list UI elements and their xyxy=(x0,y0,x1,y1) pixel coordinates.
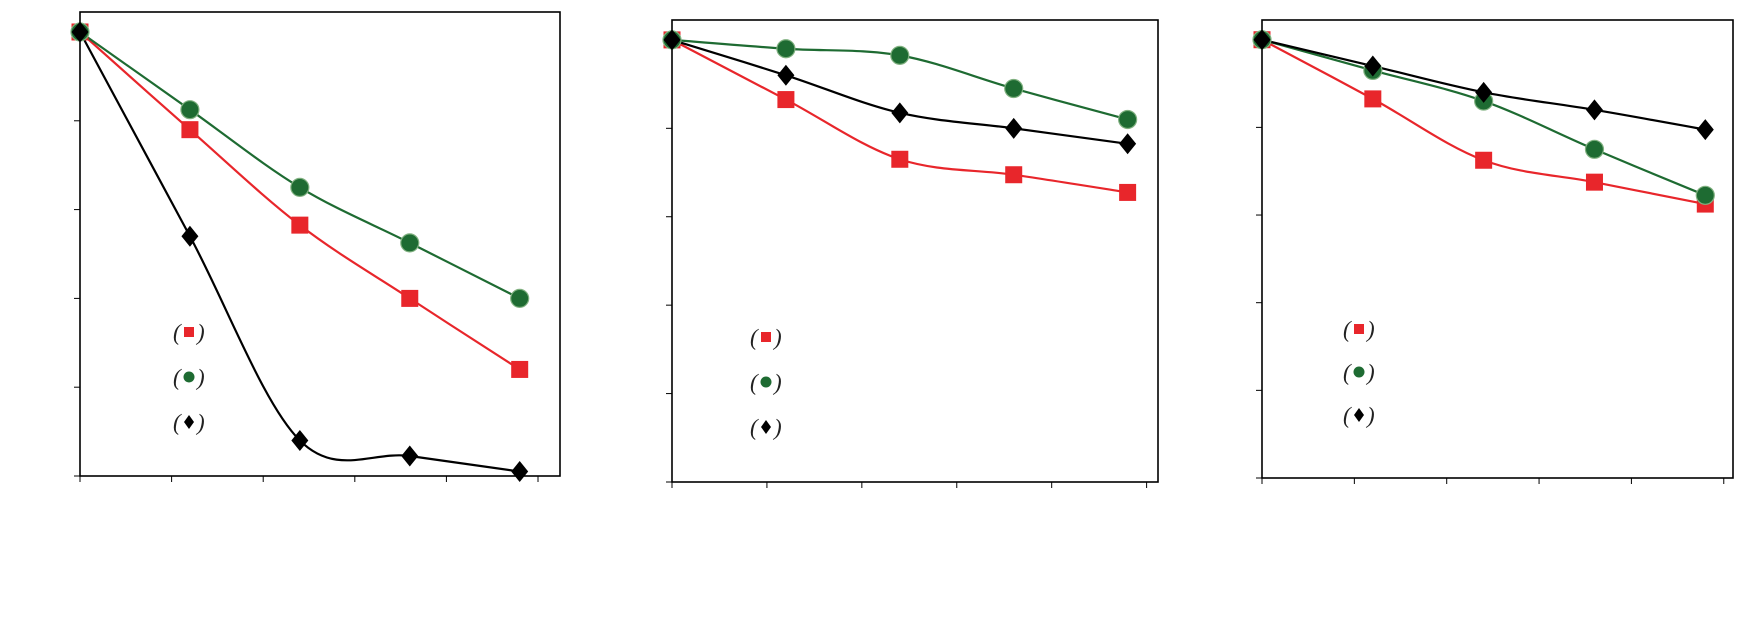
legend-paren-open: ( xyxy=(750,415,759,440)
data-point-atz xyxy=(891,150,909,168)
data-point-bpa xyxy=(1696,119,1714,141)
legend-paren-open: ( xyxy=(173,320,182,345)
legend-paren-close: ) xyxy=(772,415,782,440)
plot-frame xyxy=(671,19,1159,483)
data-point-bpa xyxy=(891,102,909,124)
data-point-bpa xyxy=(401,445,419,467)
legend-entry-atz: () xyxy=(750,325,782,350)
data-point-pct xyxy=(510,288,530,308)
data-point-bpa xyxy=(777,64,795,86)
series-line-atz xyxy=(79,31,521,371)
data-point-bpa xyxy=(181,225,199,247)
data-point-bpa xyxy=(511,461,529,483)
legend-paren-close: ) xyxy=(772,370,782,395)
plot-frame xyxy=(79,11,561,477)
data-point-pct xyxy=(180,100,200,120)
legend-entry-pct: () xyxy=(173,365,205,390)
data-point-atz xyxy=(1585,173,1603,191)
legend-paren-close: ) xyxy=(195,320,205,345)
legend-entry-pct: () xyxy=(1343,360,1375,385)
data-point-bpa xyxy=(1585,99,1603,121)
legend-paren-close: ) xyxy=(1365,403,1375,428)
legend-marker-circle-icon xyxy=(760,376,772,388)
data-point-bpa xyxy=(1475,81,1493,103)
legend-paren-close: ) xyxy=(195,410,205,435)
legend-entry-atz: () xyxy=(1343,317,1375,342)
legend-paren-open: ( xyxy=(1343,360,1352,385)
legend-marker-circle-icon xyxy=(1353,366,1365,378)
data-point-pct xyxy=(776,39,796,59)
legend-entry-bpa: () xyxy=(173,410,205,435)
legend-paren-close: ) xyxy=(1365,317,1375,342)
legend-paren-open: ( xyxy=(750,370,759,395)
legend-marker-diamond-icon xyxy=(761,420,771,434)
legend-marker-square-icon xyxy=(184,327,194,337)
data-point-bpa xyxy=(1364,55,1382,77)
data-point-atz xyxy=(401,289,419,307)
data-point-pct xyxy=(1118,109,1138,130)
data-point-atz xyxy=(1475,151,1493,169)
data-point-atz xyxy=(1364,90,1382,108)
legend-entry-bpa: () xyxy=(1343,403,1375,428)
legend-paren-open: ( xyxy=(173,410,182,435)
legend-paren-close: ) xyxy=(1365,360,1375,385)
data-point-pct xyxy=(290,177,310,197)
legend-paren-close: ) xyxy=(772,325,782,350)
data-point-bpa xyxy=(291,429,309,451)
legend-paren-open: ( xyxy=(1343,403,1352,428)
data-point-bpa xyxy=(1253,29,1271,51)
series-line-pct xyxy=(79,31,521,300)
legend-entry-pct: () xyxy=(750,370,782,395)
data-point-atz xyxy=(181,121,199,139)
plot-frame xyxy=(1261,19,1734,479)
data-point-bpa xyxy=(71,21,89,43)
series-line-bpa xyxy=(79,31,520,473)
legend-marker-diamond-icon xyxy=(1354,408,1364,422)
data-point-pct xyxy=(1584,139,1605,159)
series-line-atz xyxy=(1261,38,1706,206)
legend-marker-square-icon xyxy=(761,332,771,342)
data-point-pct xyxy=(1695,185,1715,205)
legend-paren-open: ( xyxy=(750,325,759,350)
data-point-pct xyxy=(1004,78,1024,99)
data-point-bpa xyxy=(663,29,681,51)
data-point-atz xyxy=(777,91,795,109)
chart-panel-c: ()()() xyxy=(1252,19,1734,484)
legend-paren-open: ( xyxy=(1343,317,1352,342)
data-point-bpa xyxy=(1119,133,1137,155)
data-point-bpa xyxy=(1005,117,1023,139)
data-point-pct xyxy=(400,233,420,253)
legend-marker-circle-icon xyxy=(183,371,195,383)
data-point-atz xyxy=(1119,183,1137,201)
data-point-pct xyxy=(890,45,910,65)
data-point-atz xyxy=(511,360,529,378)
legend-entry-bpa: () xyxy=(750,415,782,440)
legend-marker-square-icon xyxy=(1354,324,1364,334)
data-point-atz xyxy=(291,216,309,234)
data-point-atz xyxy=(1005,166,1023,184)
legend-entry-atz: () xyxy=(173,320,205,345)
chart-panel-b: ()()() xyxy=(662,19,1159,488)
legend-paren-open: ( xyxy=(173,365,182,390)
chart-panel-a: ()()() xyxy=(70,11,561,483)
legend-paren-close: ) xyxy=(195,365,205,390)
legend-marker-diamond-icon xyxy=(184,415,194,429)
